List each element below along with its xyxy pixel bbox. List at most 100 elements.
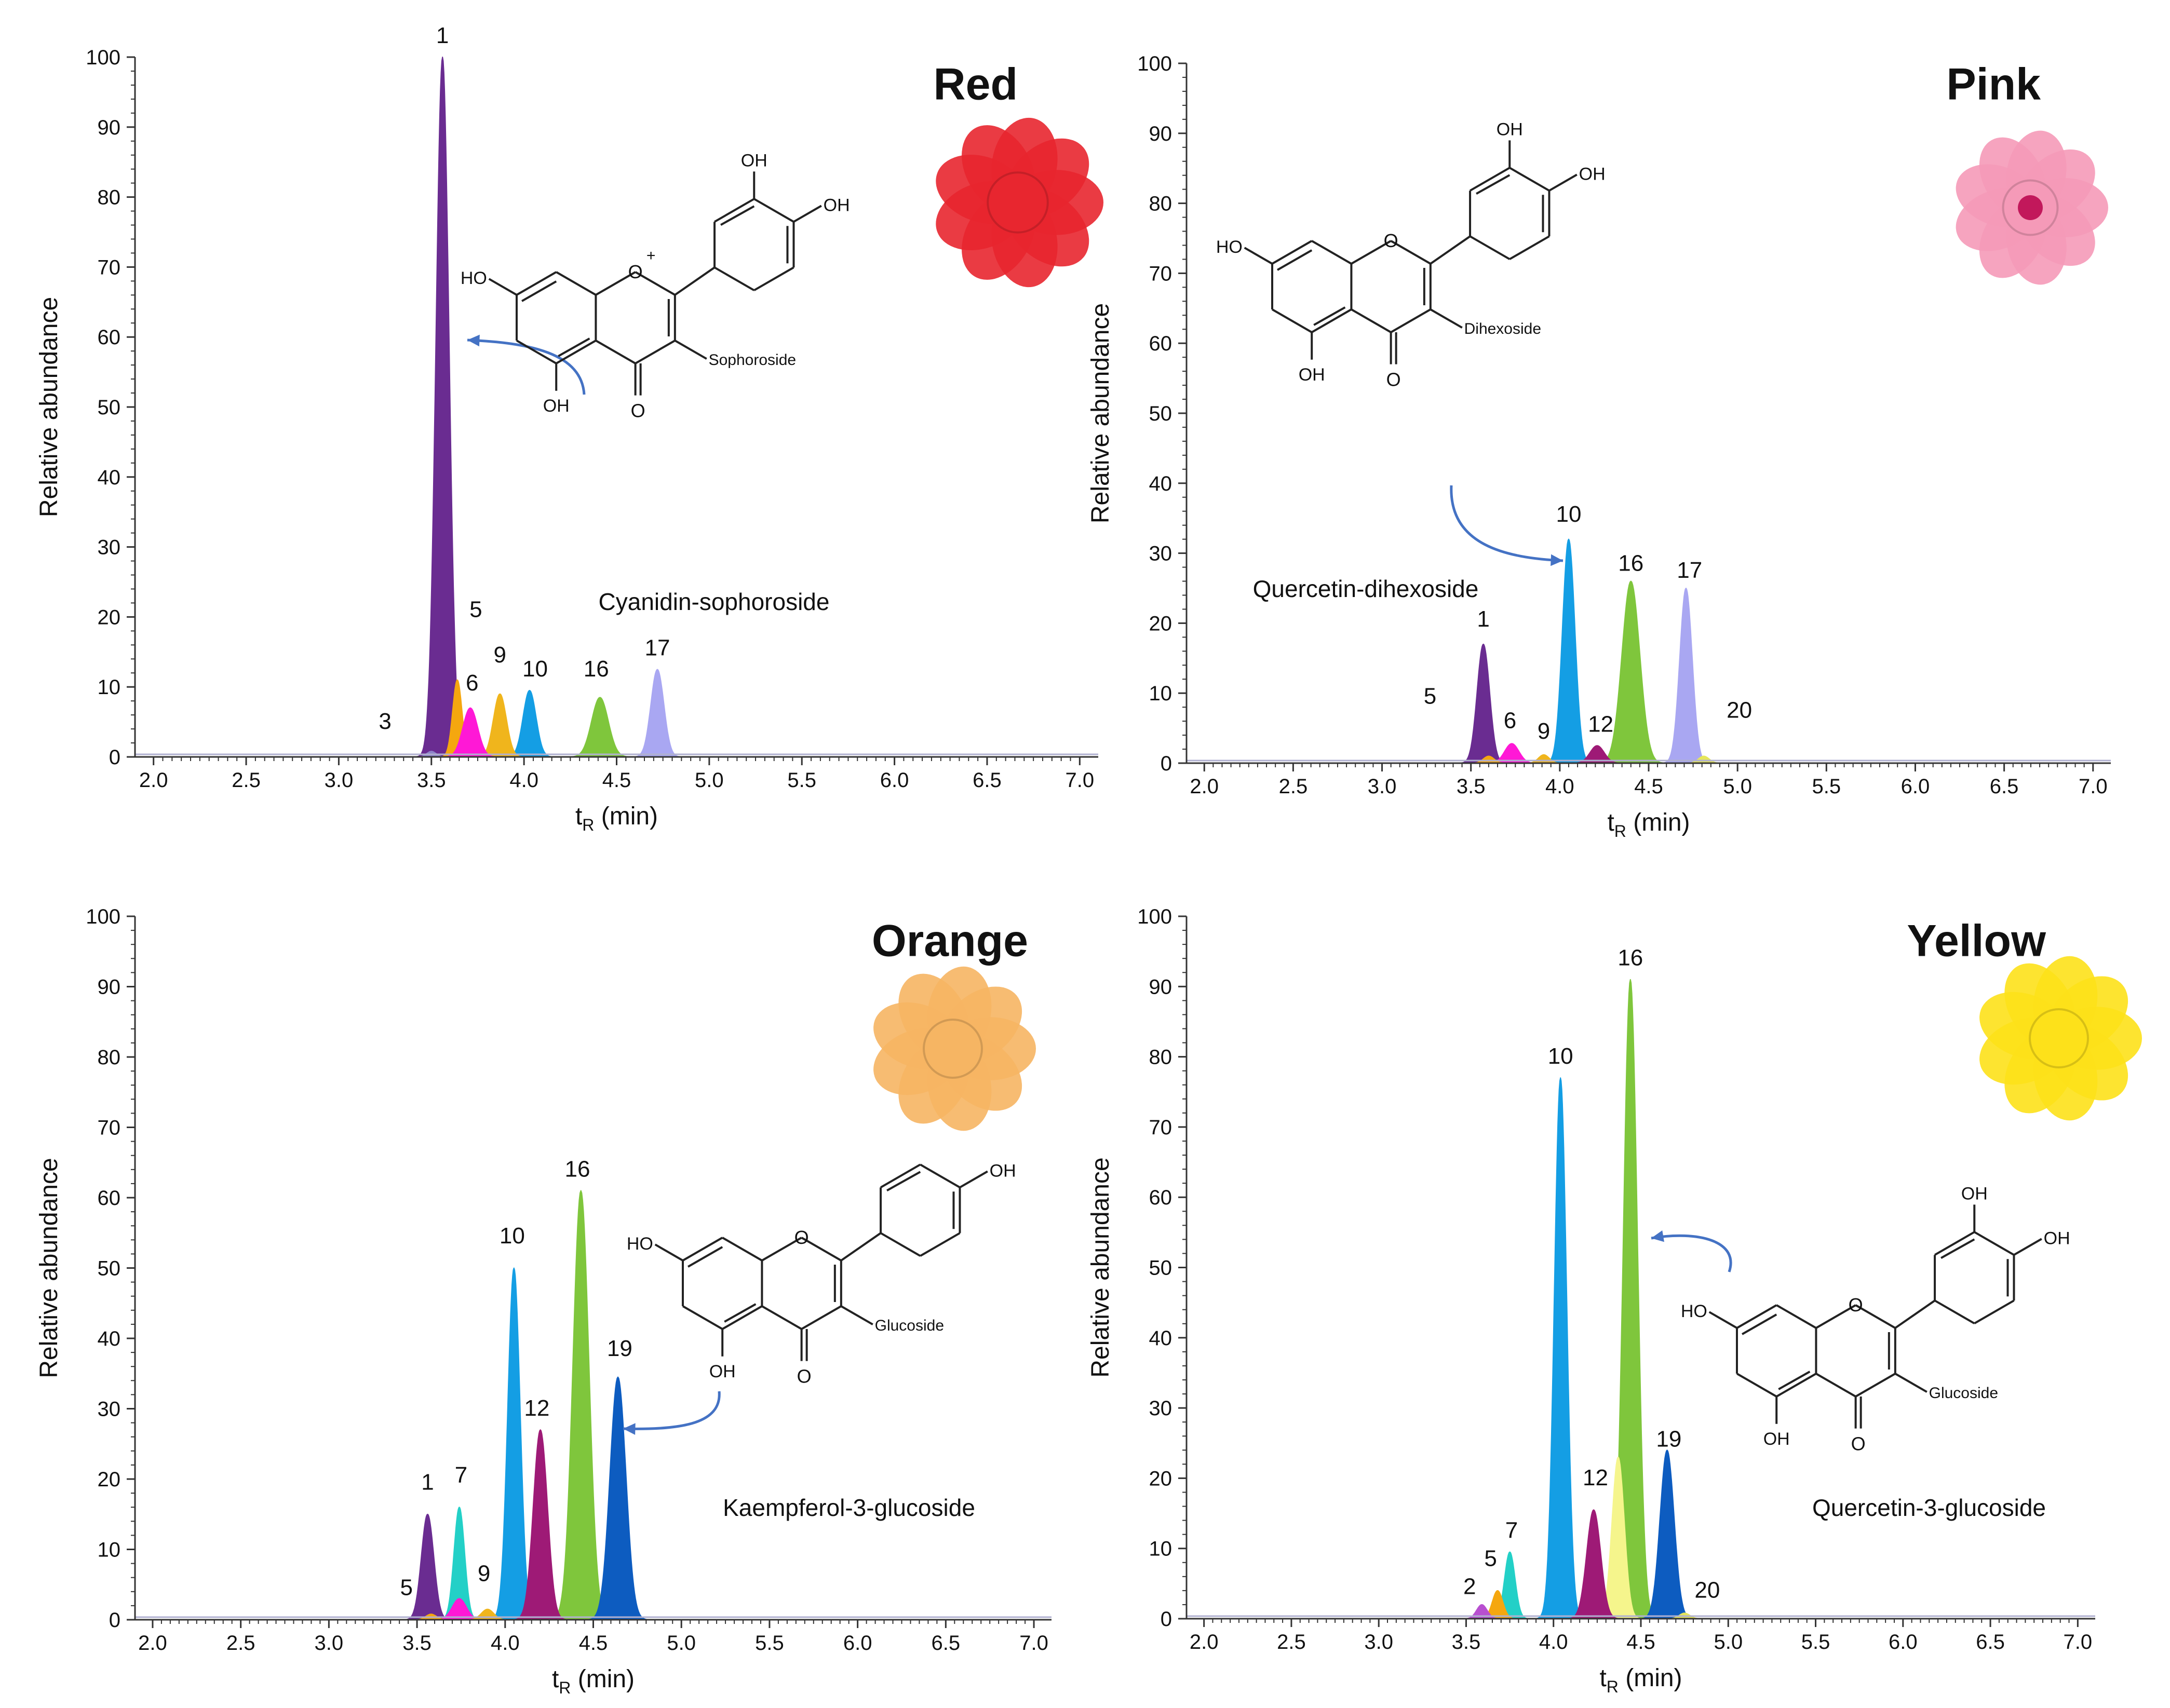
x-tick-label: 6.0 <box>1901 775 1930 798</box>
subst-bond <box>1430 308 1463 329</box>
ho-bond <box>488 278 517 296</box>
annotation-arrow <box>623 1391 721 1430</box>
x-tick-label: 4.0 <box>491 1632 520 1655</box>
y-tick-label: 10 <box>98 676 121 699</box>
y-tick-label: 60 <box>1149 1186 1172 1209</box>
peak-label: 16 <box>1618 550 1643 576</box>
peak-label: 12 <box>1588 711 1613 737</box>
label-oh: OH <box>709 1362 736 1381</box>
double-bond <box>688 1246 723 1268</box>
x-tick-label: 4.0 <box>1539 1631 1568 1653</box>
subst-bond <box>840 1305 873 1325</box>
chart-panel-yellow: 0 10 20 30 40 50 60 70 80 90 100 2.0 2.5 3.0 3.5 4.0 4.5… <box>1087 905 2142 1696</box>
double-bond <box>886 1171 921 1191</box>
ring-a-bond <box>516 271 557 296</box>
y-tick-label: 50 <box>98 1257 121 1280</box>
ring-a-bond <box>1776 1304 1817 1329</box>
peak-label: 1 <box>421 1469 434 1495</box>
ring-link <box>840 1232 882 1262</box>
label-substituent: Dihexoside <box>1464 320 1541 337</box>
x-axis-label: tR (min) <box>575 803 658 834</box>
oh-bond <box>793 205 822 223</box>
label-keto-oxygen: O <box>631 400 645 422</box>
label-ho: HO <box>627 1234 653 1254</box>
label-ring-oxygen: O <box>628 261 643 282</box>
y-tick-label: 40 <box>98 1327 121 1350</box>
x-tick-label: 3.5 <box>402 1632 432 1655</box>
ring-c-bond <box>595 340 636 364</box>
x-tick-label: 4.5 <box>602 769 631 792</box>
y-tick-label: 70 <box>98 256 121 279</box>
chart-title: Yellow <box>1907 916 2046 966</box>
x-tick-label: 7.0 <box>2064 1631 2093 1653</box>
peak-label: 6 <box>466 670 478 696</box>
y-tick-label: 50 <box>1149 1257 1172 1280</box>
ring-c-bond <box>801 1305 842 1330</box>
x-tick-label: 5.5 <box>755 1632 784 1655</box>
label-oh: OH <box>741 151 767 170</box>
ring-c-bond <box>1815 1373 1856 1398</box>
ring-a-bond <box>1776 1373 1817 1398</box>
label-oh: OH <box>2044 1228 2070 1248</box>
y-axis-label: Relative abundance <box>1087 303 1114 523</box>
y-tick-label: 0 <box>1161 1608 1172 1631</box>
x-tick-label: 3.0 <box>1368 775 1397 798</box>
ring-c-bond <box>761 1237 802 1262</box>
ring-b-bond <box>714 198 755 223</box>
ring-b-bond <box>753 266 794 291</box>
peak-label: 6 <box>1504 708 1516 734</box>
chart-title: Red <box>934 60 1018 110</box>
arrow-head <box>1651 1230 1664 1242</box>
subst-bond <box>674 340 707 360</box>
y-tick-label: 20 <box>98 1468 121 1491</box>
label-oh: OH <box>1497 119 1523 139</box>
ring-b-bond <box>1509 235 1550 260</box>
chart-title: Orange <box>872 916 1028 966</box>
peak-label: 17 <box>1677 558 1702 583</box>
flower-eye <box>2018 195 2043 220</box>
x-tick-label: 3.5 <box>417 769 446 792</box>
x-tick-label: 3.0 <box>315 1632 344 1655</box>
flower-center <box>2029 1008 2089 1068</box>
peak-label: 1 <box>436 23 449 48</box>
x-tick-label: 2.5 <box>1277 1631 1306 1653</box>
x-tick-label: 6.5 <box>1976 1631 2005 1653</box>
label-keto-oxygen: O <box>1386 369 1401 390</box>
y-axis-label: Relative abundance <box>35 1158 63 1378</box>
ring-link <box>1430 235 1471 265</box>
flower-image <box>1956 130 2108 285</box>
ring-a-bond <box>722 1305 763 1330</box>
peak-16 <box>564 697 636 757</box>
label-substituent: Glucoside <box>1929 1385 1998 1402</box>
double-bond <box>1476 174 1511 195</box>
label-ho: HO <box>461 268 487 288</box>
peak-label: 17 <box>645 635 670 661</box>
ring-a-bond <box>682 1305 723 1330</box>
ho-bond <box>1708 1311 1738 1329</box>
ring-a-bond <box>556 271 597 296</box>
chart-title: Pink <box>1946 60 2041 110</box>
x-tick-label: 5.0 <box>695 769 724 792</box>
y-tick-label: 20 <box>98 606 121 629</box>
chart-panel-red: 0 10 20 30 40 50 60 70 80 90 100 2.0 2.5 3.0 3.5 4.0 4.5… <box>35 23 1103 834</box>
y-tick-label: 90 <box>98 116 121 139</box>
y-tick-label: 30 <box>1149 543 1172 565</box>
ring-a-bond <box>722 1237 763 1262</box>
double-bond <box>1277 249 1313 271</box>
peak-label: 20 <box>1727 697 1752 723</box>
y-tick-label: 70 <box>1149 262 1172 285</box>
label-ring-oxygen: O <box>1384 230 1398 251</box>
ring-a-bond <box>1736 1373 1777 1398</box>
ring-c-bond <box>1815 1304 1856 1329</box>
ho-bond <box>1244 247 1273 265</box>
peak-label: 5 <box>469 597 482 622</box>
x-tick-label: 6.0 <box>1889 1631 1918 1653</box>
double-bond <box>1313 306 1346 326</box>
peak-label: 16 <box>584 656 609 682</box>
x-tick-label: 6.5 <box>932 1632 961 1655</box>
flower-image <box>873 966 1036 1131</box>
ring-a-bond <box>1311 308 1352 333</box>
label-oh: OH <box>1961 1184 1988 1203</box>
ring-a-bond <box>516 340 557 364</box>
x-tick-label: 5.0 <box>1723 775 1752 798</box>
